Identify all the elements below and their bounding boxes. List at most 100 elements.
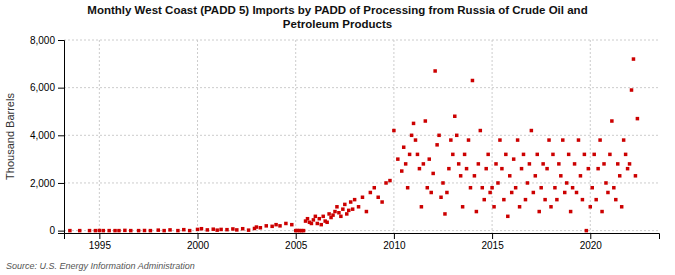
point [351,207,355,211]
point [490,186,494,190]
y-tick: 0 [49,225,64,236]
point [451,153,455,157]
point [365,210,369,214]
point [88,229,92,233]
point [137,229,141,233]
point [426,186,430,190]
point [412,122,416,126]
plot: 19952000200520102015202002,0004,0006,000… [30,35,660,251]
x-axis: 199520002005201020152020 [65,233,660,251]
point [475,210,479,214]
point [98,229,102,233]
point [316,222,320,226]
y-tick: 8,000 [30,35,64,46]
point [596,167,600,171]
x-tick-label: 2020 [580,240,603,251]
point [510,191,514,195]
point [290,223,294,227]
point [400,169,404,173]
point [636,117,640,121]
point [247,228,251,232]
point [392,129,396,133]
point [481,186,485,190]
point [486,153,490,157]
point [235,228,239,232]
point [380,200,384,204]
point [270,225,274,229]
x-tick-mark [492,233,493,239]
y-axis: 02,0004,0006,0008,000 [30,35,65,237]
x-tick: 2015 [481,233,504,251]
point [376,196,380,200]
y-tick: 2,000 [30,178,64,189]
point [402,145,406,149]
grid-line-y [64,182,659,183]
y-tick-label: 4,000 [30,130,55,141]
x-axis-line [65,234,660,240]
point [113,229,117,233]
point [206,228,210,232]
point [78,229,82,233]
point [349,200,353,204]
point [600,210,604,214]
point [547,138,551,142]
point [628,162,632,166]
point [561,138,565,142]
point [369,191,373,195]
point [443,212,447,216]
point [162,229,166,233]
y-axis-title: Thousand Barrels [4,93,16,180]
point [68,229,72,233]
point [459,174,463,178]
point [416,153,420,157]
point [384,181,388,185]
point [536,153,540,157]
point [107,229,111,233]
point [312,218,316,222]
point [176,229,180,233]
x-tick-mark [296,233,297,239]
point [255,225,259,229]
point [589,205,593,209]
point [608,153,612,157]
point [435,143,439,147]
point [477,162,481,166]
point [314,215,318,219]
point [168,228,172,232]
x-tick-mark [590,233,591,239]
grid [64,40,659,233]
point [484,167,488,171]
point [437,134,441,138]
point [347,209,351,213]
point [518,205,522,209]
point [569,210,573,214]
point [457,162,461,166]
point [306,217,310,221]
x-tick-label: 2015 [481,240,504,251]
point [337,211,341,215]
y-tick: 4,000 [30,130,64,141]
x-tick-mark [198,233,199,239]
point [157,228,161,232]
point [335,205,339,209]
point [361,196,365,200]
x-tick-label: 2005 [285,240,308,251]
point [590,186,594,190]
point [225,228,229,232]
grid-line-x [492,40,493,233]
point [467,138,471,142]
point [331,213,335,217]
point [129,229,133,233]
point [278,224,282,228]
point [528,162,532,166]
point [445,191,449,195]
point [602,162,606,166]
point [318,217,322,221]
y-tick-mark [58,183,64,184]
point [500,167,504,171]
grid-line-x [393,40,394,233]
point [494,162,498,166]
x-tick: 2020 [580,233,603,251]
grid-line-y [64,135,659,136]
grid-line-x [197,40,198,233]
